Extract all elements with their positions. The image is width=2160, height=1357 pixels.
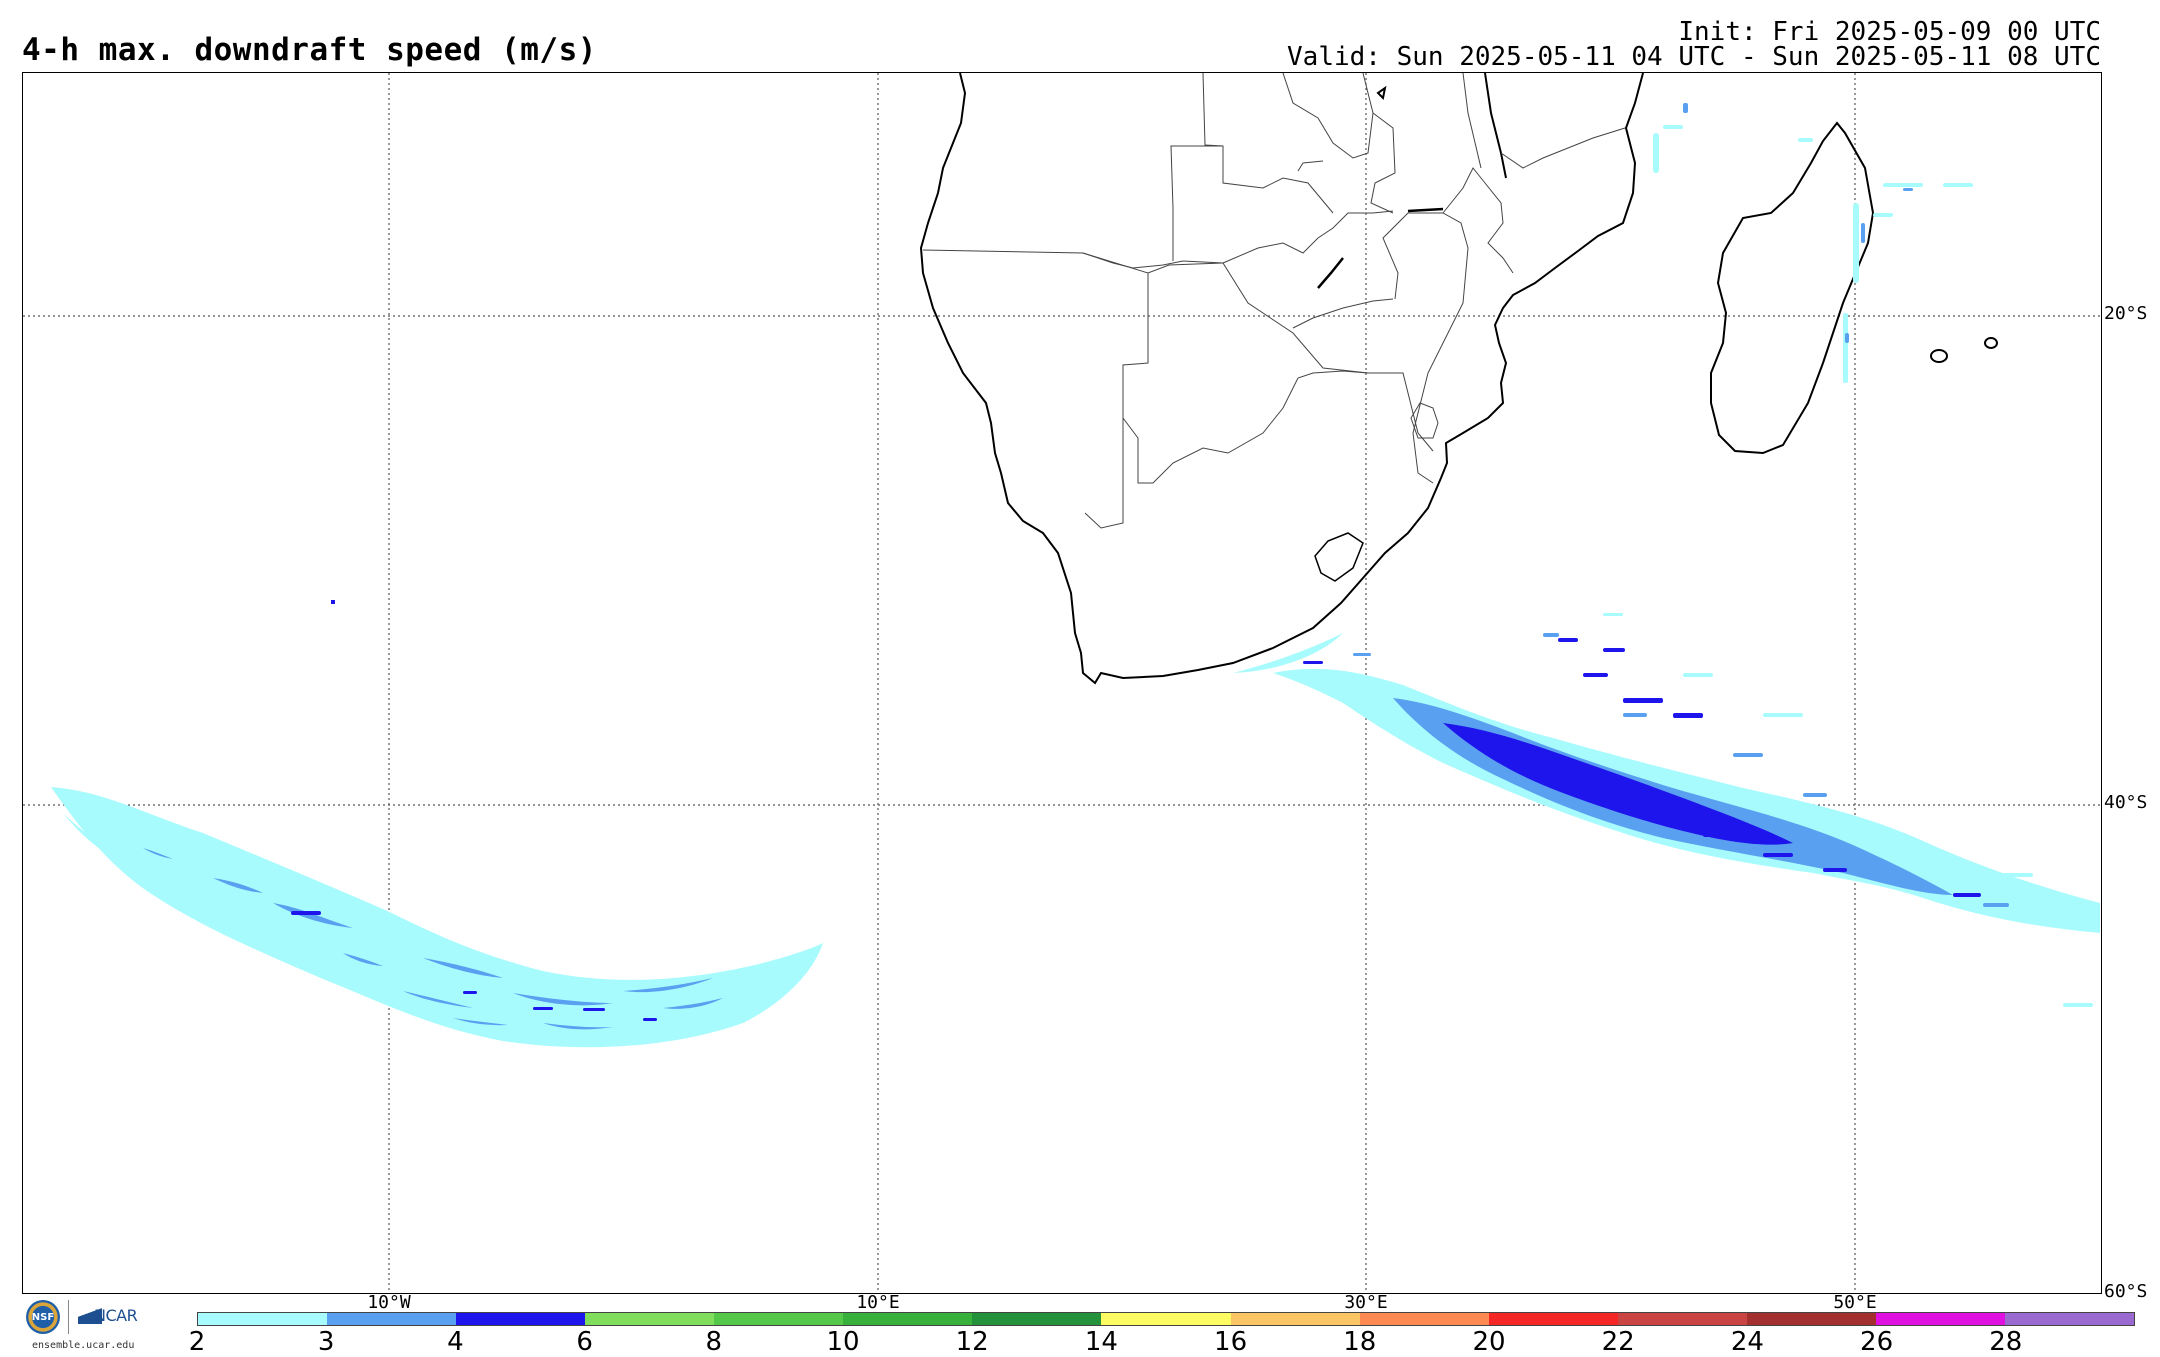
colorbar-tick-label: 10: [826, 1327, 860, 1357]
lake-small: [1376, 85, 1387, 101]
lat-label-60s: 60°S: [2104, 1281, 2148, 1302]
madagascar-coastline: [1710, 121, 1875, 455]
site-url[interactable]: ensemble.ucar.edu: [32, 1340, 135, 1351]
colorbar-segment: [843, 1313, 973, 1325]
valid-time: Valid: Sun 2025-05-11 04 UTC - Sun 2025-…: [1287, 42, 2101, 72]
colorbar-tick-label: 16: [1214, 1327, 1248, 1357]
map-canvas[interactable]: [23, 73, 2100, 1292]
colorbar-tick-label: 14: [1084, 1327, 1118, 1357]
colorbar-tick-label: 2: [188, 1327, 206, 1357]
colorbar-tick-label: 6: [576, 1327, 593, 1357]
downdraft-field-east: [1233, 103, 2100, 1007]
colorbar-tick-label: 3: [317, 1327, 335, 1357]
map-title: 4-h max. downdraft speed (m/s): [22, 32, 597, 68]
colorbar-tick-label: 18: [1343, 1327, 1377, 1357]
colorbar-tick-label: 20: [1472, 1327, 1506, 1357]
colorbar-segment: [2004, 1313, 2134, 1325]
init-time: Init: Fri 2025-05-09 00 UTC: [1678, 17, 2101, 47]
lon-label-10w: 10°W: [367, 1292, 411, 1313]
lon-label-30e: 30°E: [1344, 1292, 1388, 1313]
colorbar-tick-label: 22: [1601, 1327, 1635, 1357]
ncar-mark-icon: [78, 1306, 102, 1324]
graticule: [23, 73, 2100, 1292]
colorbar-segment: [1617, 1313, 1747, 1325]
lat-label-20s: 20°S: [2104, 303, 2148, 324]
country-borders: [922, 73, 1626, 529]
colorbar-segment: [585, 1313, 715, 1325]
colorbar-tick-label: 12: [955, 1327, 989, 1357]
africa-coastline: [919, 73, 1644, 685]
colorbar-segment: [1359, 1313, 1489, 1325]
colorbar-segment: [456, 1313, 586, 1325]
lat-label-40s: 40°S: [2104, 792, 2148, 813]
colorbar: [197, 1312, 2135, 1326]
downdraft-field-west: [51, 600, 823, 1048]
colorbar-tick-label: 28: [1989, 1327, 2023, 1357]
colorbar-tick-label: 24: [1730, 1327, 1764, 1357]
lon-label-10e: 10°E: [856, 1292, 900, 1313]
colorbar-tick-label: 26: [1860, 1327, 1894, 1357]
nsf-ncar-logo: NSF NCAR ensemble.ucar.edu: [24, 1298, 154, 1353]
colorbar-tick-label: 4: [447, 1327, 464, 1357]
logo-divider: [68, 1300, 69, 1334]
lon-label-50e: 50°E: [1833, 1292, 1877, 1313]
lake-cahora: [1407, 207, 1444, 213]
lesotho-border: [1314, 532, 1364, 582]
mauritius: [1984, 337, 1998, 349]
ncar-wordmark: NCAR: [94, 1306, 138, 1325]
colorbar-segment: [1230, 1313, 1360, 1325]
map-frame[interactable]: [22, 72, 2102, 1294]
colorbar-segment: [1875, 1313, 2005, 1325]
colorbar-segment: [972, 1313, 1102, 1325]
time-info: Init: Fri 2025-05-09 00 UTC Valid: Sun 2…: [1287, 17, 2101, 72]
colorbar-segment: [1488, 1313, 1618, 1325]
colorbar-segment: [1101, 1313, 1231, 1325]
colorbar-segment: [1746, 1313, 1876, 1325]
colorbar-tick-label: 8: [705, 1327, 723, 1357]
nsf-seal-icon: NSF: [26, 1300, 60, 1334]
reunion: [1930, 349, 1948, 363]
lake-kariba: [1317, 257, 1344, 289]
colorbar-segment: [714, 1313, 844, 1325]
colorbar-segment: [198, 1313, 328, 1325]
lake-malawi: [1484, 73, 1507, 179]
colorbar-segment: [327, 1313, 457, 1325]
